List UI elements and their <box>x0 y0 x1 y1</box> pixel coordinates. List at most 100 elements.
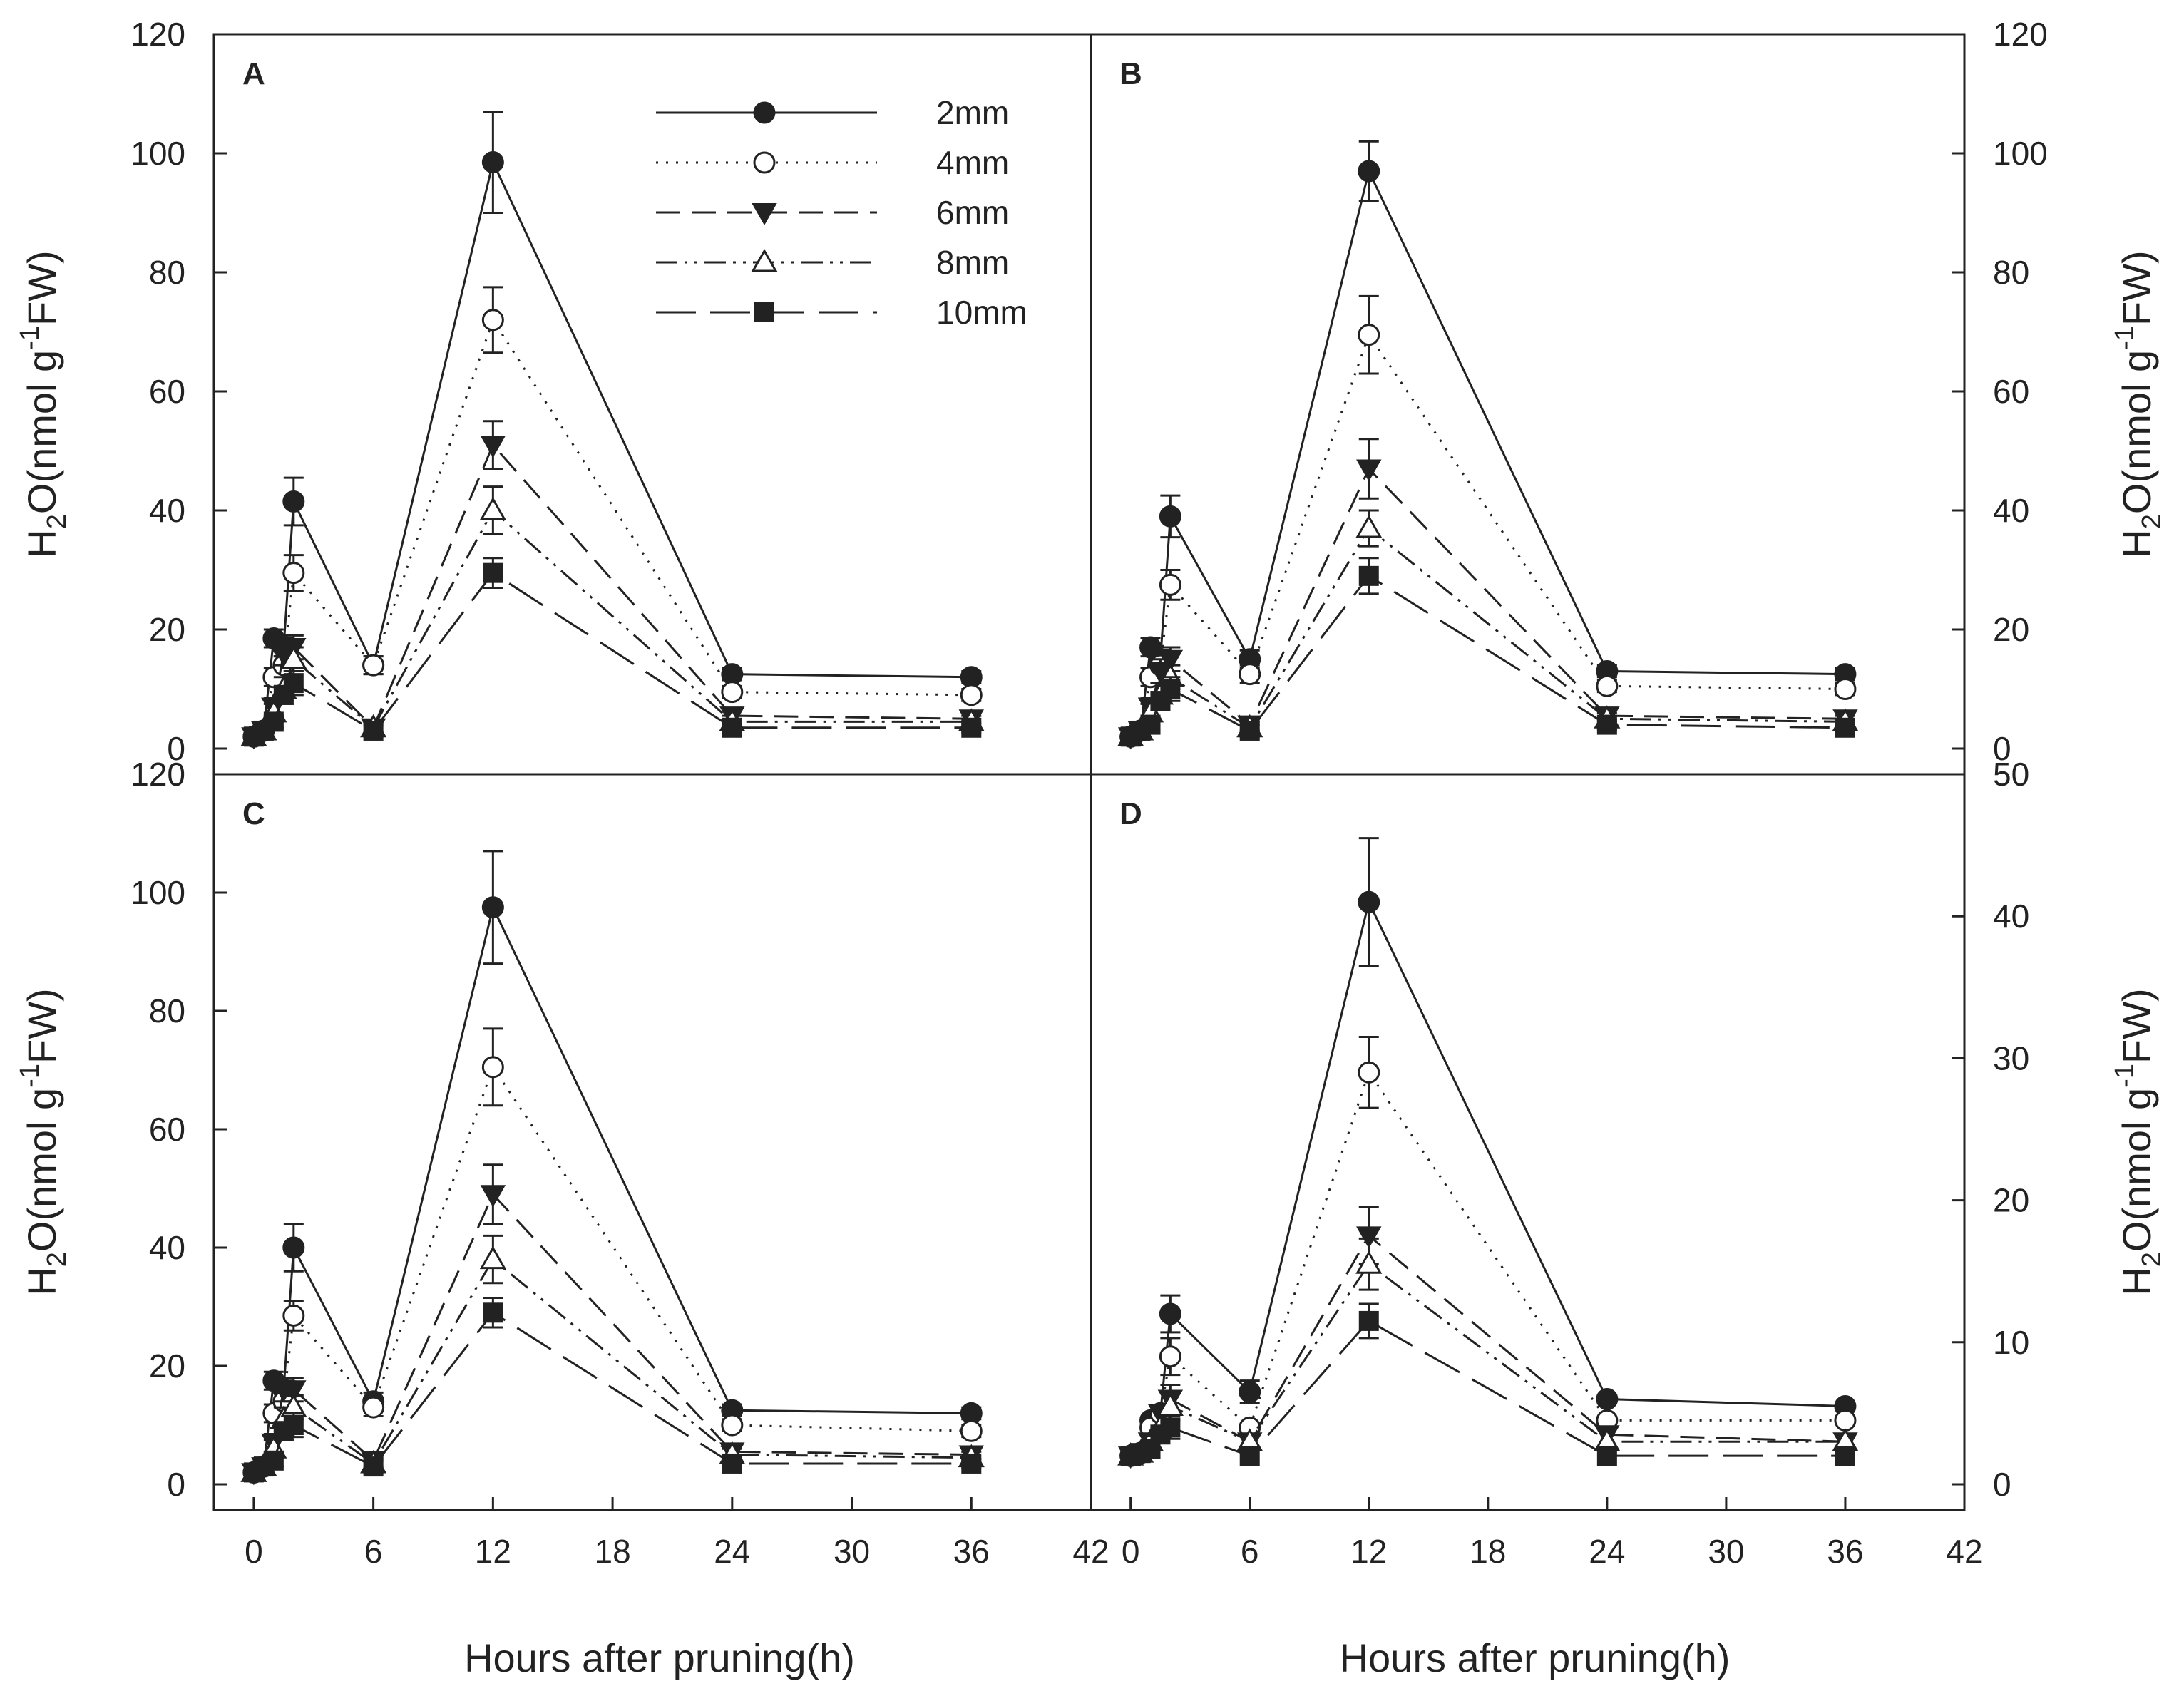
y-tick-label: 0 <box>167 730 185 767</box>
y-axis-title-part: -1 <box>15 1064 45 1088</box>
y-axis-title-part: FW) <box>2114 988 2159 1064</box>
data-point <box>960 1419 983 1442</box>
x-tick-label: 0 <box>245 1533 263 1570</box>
y-axis-title: H2O(nmol g-1FW) <box>15 988 72 1295</box>
data-point <box>280 645 307 669</box>
data-point <box>1596 714 1617 735</box>
x-tick-label: 12 <box>475 1533 511 1570</box>
x-tick-label: 0 <box>1122 1533 1140 1570</box>
series-10mm <box>1120 557 1855 747</box>
data-point <box>1358 1061 1380 1084</box>
panel-b: B 0 20 40 60 80 100 120 H2O(nmol g-1FW) <box>1117 16 2167 767</box>
y-tick-label: 60 <box>149 1111 185 1148</box>
data-point <box>1356 459 1382 482</box>
legend-label: 2mm <box>936 94 1009 131</box>
y-axis-title-part: H <box>2114 1267 2159 1295</box>
series-line <box>1130 1069 1845 1457</box>
y-tick-label: 100 <box>130 135 185 172</box>
series-line <box>253 317 972 738</box>
data-point <box>479 1245 506 1270</box>
panel-letter: A <box>242 56 265 91</box>
x-tick-label: 30 <box>1708 1533 1744 1570</box>
y-tick-label: 40 <box>1993 898 2029 935</box>
legend-label: 4mm <box>936 144 1009 181</box>
series-6mm <box>241 420 984 750</box>
y-tick-label: 20 <box>1993 611 2029 648</box>
data-point <box>1596 1446 1617 1466</box>
data-point <box>960 684 983 706</box>
data-point <box>1358 890 1380 913</box>
data-point <box>283 673 304 694</box>
y-tick-label: 0 <box>1993 730 2011 767</box>
y-axis-title-part: H <box>19 529 64 557</box>
y-tick-label: 20 <box>1993 1182 2029 1219</box>
y-axis-title-part: 2 <box>42 1252 72 1267</box>
data-point <box>282 1236 305 1259</box>
series-line <box>1130 1234 1845 1457</box>
data-point <box>1358 324 1380 346</box>
data-point <box>961 717 982 738</box>
data-point <box>481 309 504 332</box>
series-2mm <box>1119 837 1857 1467</box>
series-2mm <box>1119 140 1857 748</box>
data-point <box>480 1185 506 1208</box>
data-point <box>1239 1381 1261 1404</box>
series-10mm <box>243 1297 982 1483</box>
y-tick-label: 100 <box>130 874 185 911</box>
y-axis-title-part: 2 <box>2137 514 2167 529</box>
y-axis-title-part: FW) <box>19 988 64 1064</box>
x-tick-label: 18 <box>595 1533 631 1570</box>
data-point <box>1358 160 1380 183</box>
x-tick-label: 6 <box>364 1533 383 1570</box>
series-line <box>1129 466 1845 738</box>
y-tick-label: 80 <box>149 992 185 1029</box>
data-point <box>1160 1417 1181 1438</box>
series-line <box>253 571 972 738</box>
series-4mm <box>242 286 983 748</box>
panel-letter: C <box>242 796 265 831</box>
x-tick-label: 6 <box>1241 1533 1259 1570</box>
data-point <box>1835 717 1855 738</box>
data-point <box>751 248 778 272</box>
y-tick-label: 20 <box>149 611 185 648</box>
panel-c: C 0 20 40 60 80 100 120 H2O(nmol g-1FW) 0 6 12 18 24 3… <box>15 756 1109 1680</box>
data-point <box>362 1396 385 1419</box>
series-10mm <box>243 557 982 747</box>
y-tick-label: 0 <box>1993 1466 2011 1503</box>
y-tick-label: 10 <box>1993 1324 2029 1361</box>
series-line <box>1129 574 1845 738</box>
y-axis-title-part: O <box>2114 483 2159 515</box>
series-line <box>253 443 972 738</box>
x-tick-label: 36 <box>1827 1533 1863 1570</box>
y-axis-title-part: 2 <box>42 514 72 529</box>
series-line <box>1130 1263 1845 1457</box>
data-point <box>1596 674 1619 697</box>
y-tick-label: 100 <box>1993 135 2048 172</box>
y-axis-title-part: (nmol g <box>2114 350 2159 483</box>
series-line <box>253 508 972 738</box>
series-line <box>1129 526 1845 738</box>
panel-letter: B <box>1119 56 1142 91</box>
y-axis-title-part: -1 <box>2110 1064 2140 1088</box>
x-tick-label: 42 <box>1946 1533 1982 1570</box>
data-point <box>1159 505 1181 528</box>
legend-label: 8mm <box>936 244 1009 281</box>
y-axis-title: H2O(nmol g-1FW) <box>2110 988 2167 1295</box>
y-axis-title-part: -1 <box>2110 326 2140 350</box>
data-point <box>263 711 284 732</box>
data-point <box>1596 1387 1619 1410</box>
data-point <box>752 203 777 226</box>
y-tick-label: 30 <box>1993 1039 2029 1076</box>
series-10mm <box>1120 1302 1855 1466</box>
data-point <box>362 654 385 677</box>
data-point <box>753 101 776 124</box>
y-tick-label: 60 <box>149 373 185 410</box>
data-point <box>481 896 504 919</box>
y-axis-title-part: (nmol g <box>19 350 64 483</box>
series-6mm <box>1117 438 1858 750</box>
data-point <box>1239 663 1261 686</box>
data-point <box>1140 714 1161 735</box>
y-axis-title-part: O <box>19 1221 64 1253</box>
x-tick-label: 12 <box>1350 1533 1387 1570</box>
